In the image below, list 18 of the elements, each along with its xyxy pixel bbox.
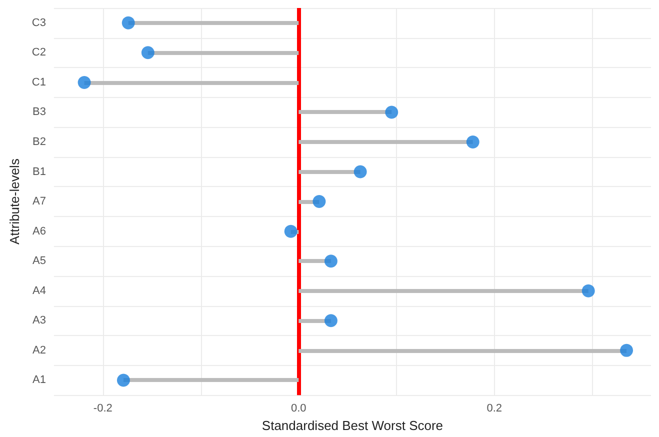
x-axis-title: Standardised Best Worst Score [262,418,444,433]
y-tick-label: B1 [32,166,46,178]
y-tick-label: B3 [32,106,46,118]
x-tick-label: 0.0 [291,402,306,415]
y-tick-label: B2 [32,136,46,148]
y-tick-label: C2 [32,46,46,59]
y-tick-label: A6 [32,225,46,238]
x-tick-label: -0.2 [93,402,112,415]
y-axis-title: Attribute-levels [7,158,22,245]
y-tick-label: C1 [32,76,46,88]
y-tick-label: A5 [32,255,46,268]
x-tick-label: 0.2 [486,402,502,415]
y-tick-label: A1 [32,374,46,386]
y-tick-label: A3 [32,314,46,327]
y-tick-label: A7 [32,196,46,208]
y-tick-label: A2 [32,344,46,356]
y-tick-label: C3 [32,16,46,29]
y-tick-label: A4 [32,284,46,297]
